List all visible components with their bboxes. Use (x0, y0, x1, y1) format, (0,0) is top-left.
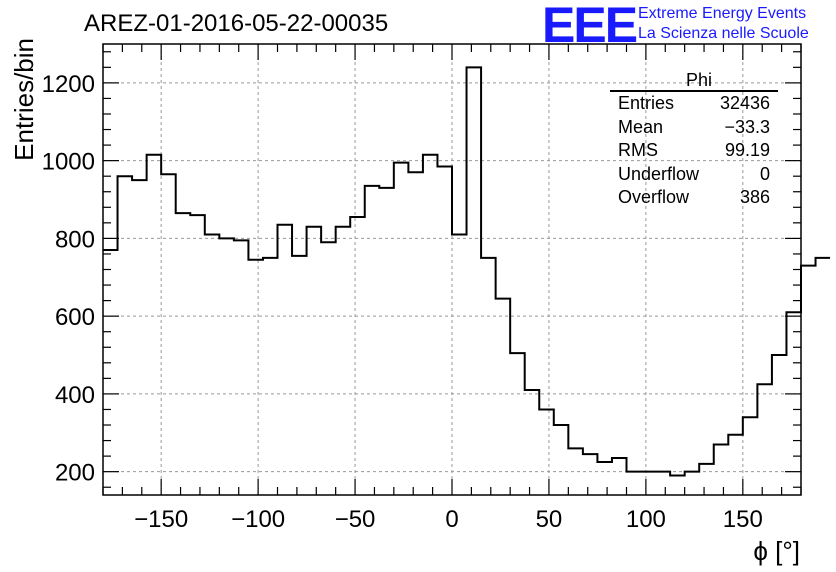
logo-line-2: La Scienza nelle Scuole (638, 25, 809, 42)
stats-box: Phi Entries 32436 Mean −33.3 RMS 99.19 U… (610, 70, 778, 210)
y-tick-label: 600 (55, 304, 95, 331)
stats-row-overflow: Overflow 386 (610, 186, 778, 210)
x-tick-labels: −150 −100 −50 0 50 100 150 (134, 506, 763, 533)
stats-label: Entries (618, 93, 675, 113)
stats-value: −33.3 (724, 116, 770, 137)
y-tick-label: 200 (55, 460, 95, 487)
eee-logo: EEE (542, 0, 638, 53)
stats-label: Overflow (618, 187, 690, 207)
x-tick-label: −100 (231, 506, 285, 533)
y-tick-label: 1200 (42, 71, 95, 98)
x-tick-label: 100 (626, 506, 666, 533)
stats-label: Mean (618, 116, 664, 137)
logo-line-1: Extreme Energy Events (638, 5, 807, 22)
stats-value: 99.19 (724, 140, 770, 160)
stats-row-entries: Entries 32436 (610, 92, 778, 116)
stats-label: RMS (618, 140, 658, 160)
stats-value: 0 (759, 163, 770, 184)
y-tick-label: 400 (55, 382, 95, 409)
y-axis-label: Entries/bin (9, 38, 39, 161)
axis-ticks (102, 44, 802, 495)
x-axis-label: ϕ [°] (753, 536, 800, 566)
y-tick-label: 1000 (42, 149, 95, 176)
stats-row-mean: Mean −33.3 (610, 116, 778, 140)
stats-value: 386 (739, 187, 770, 207)
chart-title: AREZ-01-2016-05-22-00035 (84, 10, 389, 37)
stats-value: 32436 (719, 93, 770, 113)
y-tick-labels: 200 400 600 800 1000 1200 (42, 71, 95, 487)
stats-row-rms: RMS 99.19 (610, 139, 778, 163)
stats-label: Underflow (618, 163, 700, 184)
stats-box-title: Phi (610, 70, 778, 92)
x-tick-label: 0 (445, 506, 458, 533)
x-tick-label: −150 (134, 506, 188, 533)
histogram-line (103, 66, 831, 477)
stats-row-underflow: Underflow 0 (610, 163, 778, 187)
x-tick-label: 50 (536, 506, 563, 533)
y-tick-label: 800 (55, 226, 95, 253)
x-tick-label: 150 (723, 506, 763, 533)
x-tick-label: −50 (335, 506, 376, 533)
